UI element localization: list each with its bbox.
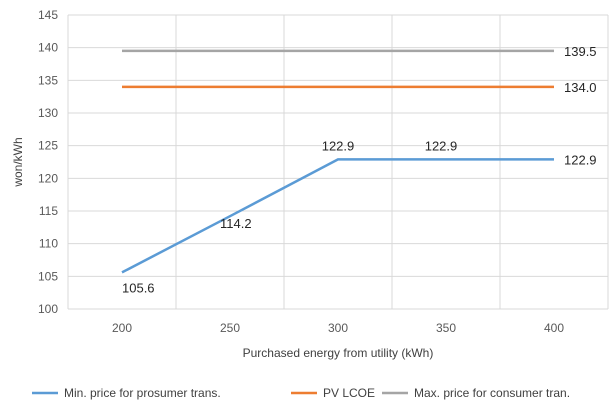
data-label: 114.2: [220, 216, 252, 231]
data-label: 134.0: [564, 80, 597, 95]
series-lines: [121, 49, 554, 274]
data-labels: 105.6 114.2 122.9 122.9 122.9 134.0 139.5: [122, 44, 597, 295]
legend-item-0: Min. price for prosumer trans.: [32, 386, 221, 400]
x-tick-label: 200: [112, 321, 132, 335]
x-tick-label: 300: [328, 321, 348, 335]
y-tick-label: 145: [38, 8, 58, 22]
x-tick-label: 350: [436, 321, 456, 335]
y-tick-label: 135: [38, 73, 58, 87]
x-axis-title: Purchased energy from utility (kWh): [243, 346, 434, 360]
y-tick-label: 105: [38, 269, 58, 283]
gridlines: [67, 14, 609, 310]
y-tick-label: 140: [38, 41, 58, 55]
legend-item-2: Max. price for consumer tran.: [382, 386, 570, 400]
series-line-0: [121, 158, 554, 274]
data-label: 122.9: [425, 138, 458, 153]
legend-label: PV LCOE: [323, 386, 375, 400]
legend-label: Max. price for consumer tran.: [414, 386, 570, 400]
data-label: 122.9: [564, 152, 597, 167]
legend-item-1: PV LCOE: [291, 386, 375, 400]
x-tick-label: 250: [220, 321, 240, 335]
data-label: 105.6: [122, 280, 155, 295]
y-tick-label: 110: [39, 237, 58, 251]
y-tick-label: 100: [38, 302, 58, 316]
y-axis-title: won/kWh: [11, 137, 25, 187]
y-tick-label: 115: [39, 204, 58, 218]
y-tick-label: 125: [38, 139, 58, 153]
data-label: 122.9: [322, 138, 355, 153]
y-tick-label: 130: [38, 106, 58, 120]
y-tick-label: 120: [38, 171, 58, 185]
data-label: 139.5: [564, 44, 597, 59]
legend: Min. price for prosumer trans. PV LCOE Max…: [32, 386, 570, 400]
x-axis-ticks: 200 250 300 350 400: [112, 321, 564, 335]
x-tick-label: 400: [544, 321, 564, 335]
y-axis-ticks: 100 105 110 115 120 125 130 135 140 145: [38, 8, 58, 316]
legend-label: Min. price for prosumer trans.: [64, 386, 221, 400]
